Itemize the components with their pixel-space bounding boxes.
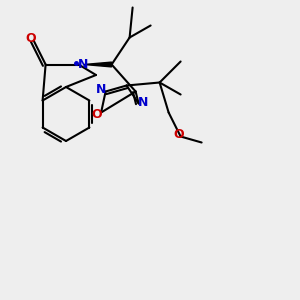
Text: N: N — [78, 58, 88, 71]
Text: N: N — [138, 95, 148, 109]
Polygon shape — [84, 62, 112, 67]
Text: O: O — [174, 128, 184, 142]
Text: N: N — [96, 83, 106, 97]
Text: O: O — [91, 107, 102, 121]
Text: O: O — [25, 32, 36, 46]
